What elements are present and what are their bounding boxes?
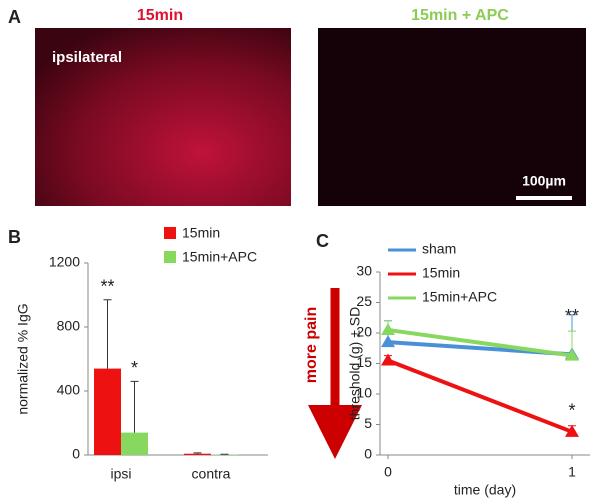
marker <box>381 335 395 348</box>
significance-label: * <box>568 400 575 420</box>
bar <box>121 432 148 455</box>
marker <box>565 424 579 437</box>
y-axis-label: threshold (g) ± SD <box>347 307 363 421</box>
y-tick-label: 25 <box>356 293 372 309</box>
legend-label: 15min <box>182 225 220 241</box>
y-tick-label: 20 <box>356 324 372 340</box>
y-tick-label: 10 <box>356 385 372 401</box>
legend-label: 15min+APC <box>182 249 257 265</box>
error-bar <box>193 452 202 454</box>
marker <box>381 353 395 366</box>
marker <box>381 322 395 335</box>
scale-bar-label: 100µm <box>522 173 566 189</box>
x-axis-label: time (day) <box>454 482 516 498</box>
y-tick-label: 0 <box>72 446 80 462</box>
bar <box>184 453 211 455</box>
legend-swatch <box>164 251 176 263</box>
line <box>387 358 573 434</box>
error-bar <box>103 299 112 369</box>
significance-label: ** <box>100 277 114 297</box>
x-tick-label: 1 <box>568 464 576 480</box>
significance-label: ** <box>565 306 579 326</box>
legend-label: 15min <box>422 265 460 281</box>
line <box>387 327 573 358</box>
legend-label: 15min+APC <box>422 289 497 305</box>
bar <box>94 368 121 455</box>
image-annotation: ipsilateral <box>52 49 122 66</box>
y-tick-label: 1200 <box>49 254 80 270</box>
arrow-label: more pain <box>303 307 320 383</box>
x-tick-label: contra <box>192 466 231 482</box>
micrograph <box>35 28 291 206</box>
x-tick-label: ipsi <box>110 466 131 482</box>
panel-letter: B <box>8 227 21 247</box>
y-tick-label: 800 <box>57 318 81 334</box>
panel-letter: A <box>8 7 21 27</box>
y-tick-label: 400 <box>57 382 81 398</box>
image-title: 15min + APC <box>411 7 509 24</box>
legend-label: sham <box>422 241 456 257</box>
y-tick-label: 0 <box>364 446 372 462</box>
error-bar <box>130 380 139 433</box>
y-tick-label: 5 <box>364 415 372 431</box>
panel-letter: C <box>316 231 329 251</box>
significance-label: * <box>131 358 138 378</box>
marker <box>565 348 579 361</box>
y-tick-label: 30 <box>356 263 372 279</box>
y-axis-label: normalized % IgG <box>15 303 31 414</box>
micrograph <box>318 28 586 206</box>
image-title: 15min <box>137 7 183 24</box>
x-tick-label: 0 <box>384 464 392 480</box>
legend-swatch <box>164 227 176 239</box>
y-tick-label: 15 <box>356 354 372 370</box>
